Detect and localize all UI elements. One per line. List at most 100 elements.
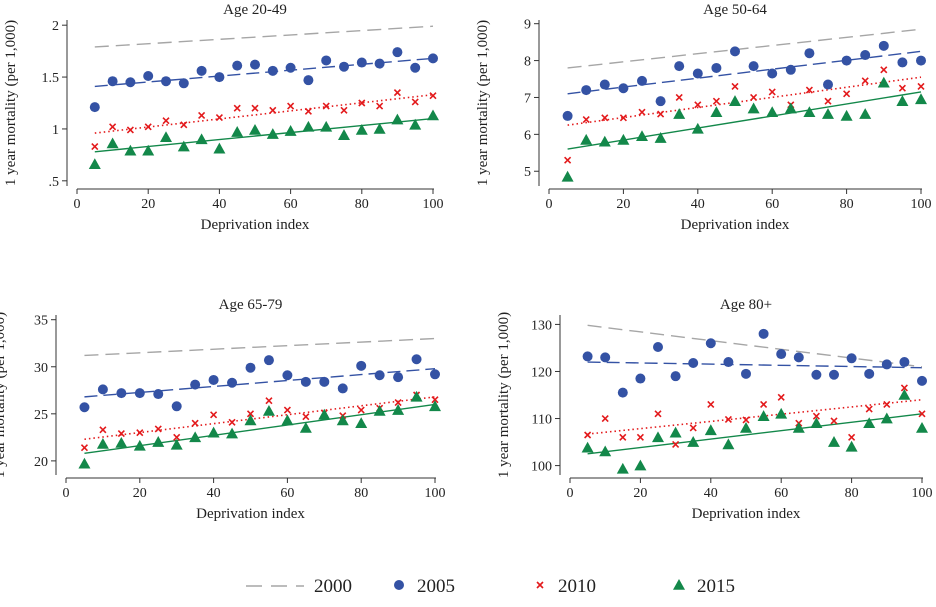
point-2010	[411, 98, 419, 106]
point-2015	[133, 439, 146, 451]
point-2005	[263, 355, 274, 366]
point-2010	[812, 412, 820, 420]
point-2015	[616, 462, 629, 474]
point-2005	[411, 354, 422, 365]
x-tick-label: 0	[74, 197, 81, 212]
point-2005	[339, 61, 349, 72]
point-2010	[917, 82, 925, 90]
x-axis-label: Deprivation index	[201, 217, 310, 233]
x-axis-label: Deprivation index	[196, 506, 305, 522]
point-2015	[160, 131, 172, 143]
point-2010	[638, 108, 646, 116]
point-2010	[564, 156, 572, 164]
point-2005	[107, 76, 118, 87]
point-2010	[358, 99, 366, 107]
point-2010	[750, 93, 758, 102]
point-2010	[173, 433, 181, 441]
point-2015	[896, 95, 909, 106]
point-2015	[859, 108, 872, 119]
point-2010	[777, 393, 785, 401]
point-2010	[376, 102, 384, 110]
fit-line-2015	[94, 117, 434, 153]
point-2010	[918, 410, 926, 418]
point-2005	[232, 60, 243, 71]
point-2015	[691, 122, 704, 134]
point-2015	[338, 129, 350, 140]
x-tick-label: 80	[845, 486, 859, 501]
point-2015	[318, 408, 331, 420]
point-2015	[392, 404, 405, 415]
point-2015	[427, 109, 439, 121]
point-2005	[878, 40, 889, 51]
point-2010	[287, 102, 295, 110]
point-2010	[251, 104, 259, 112]
fit-line-2005	[587, 361, 923, 369]
point-2010	[689, 424, 697, 432]
point-2005	[804, 48, 815, 59]
fit-line-2015	[587, 413, 923, 455]
point-2010	[215, 113, 223, 122]
point-2005	[741, 368, 751, 379]
point-2010	[80, 444, 89, 452]
point-2015	[729, 95, 741, 106]
x-tick-label: 0	[546, 197, 553, 212]
point-2005	[250, 59, 260, 70]
point-2015	[673, 108, 686, 119]
point-2015	[766, 106, 779, 118]
point-2010	[322, 102, 330, 110]
x-tick-label: 100	[911, 197, 932, 212]
point-2005	[881, 359, 892, 370]
point-2015	[792, 421, 805, 433]
point-2010	[117, 430, 125, 438]
x-tick-label: 0	[567, 486, 574, 501]
x-tick-label: 40	[212, 197, 226, 212]
fit-line-2000	[567, 28, 922, 69]
point-2005	[393, 372, 404, 383]
point-2005	[711, 62, 722, 73]
point-2010	[900, 384, 908, 392]
point-2005	[125, 77, 136, 88]
y-tick-label: 25	[34, 408, 48, 423]
point-2015	[355, 417, 368, 429]
legend-swatch-2005	[394, 580, 404, 590]
point-2010	[861, 77, 869, 85]
point-2005	[410, 62, 421, 73]
point-2015	[561, 170, 574, 182]
point-2010	[136, 429, 144, 437]
fit-line-2010	[587, 398, 923, 435]
point-2005	[776, 349, 787, 360]
point-2005	[196, 65, 207, 76]
point-2015	[740, 421, 752, 433]
x-tick-label: 40	[207, 486, 221, 501]
y-axis-label: 1 year mortality (per 1,000)	[3, 20, 19, 186]
point-2015	[863, 417, 876, 429]
x-tick-label: 20	[133, 486, 147, 501]
point-2005	[916, 55, 926, 66]
point-2010	[619, 114, 627, 122]
x-tick-label: 40	[691, 197, 705, 212]
point-2015	[207, 426, 220, 438]
point-2015	[877, 76, 890, 88]
point-2015	[249, 123, 261, 135]
point-2010	[830, 417, 838, 425]
point-2005	[562, 110, 573, 121]
y-axis-label: 1 year mortality (per 1,000)	[496, 312, 512, 478]
point-2010	[210, 411, 218, 419]
point-2005	[267, 65, 278, 76]
point-2010	[180, 121, 188, 129]
point-2005	[282, 370, 293, 381]
x-tick-label: 100	[425, 486, 446, 501]
point-2015	[722, 438, 735, 450]
point-2015	[391, 113, 404, 125]
point-2010	[233, 104, 241, 112]
point-2005	[823, 79, 833, 90]
point-2005	[688, 358, 699, 368]
point-2015	[262, 405, 275, 416]
point-2005	[356, 57, 367, 68]
point-2015	[302, 120, 315, 132]
point-2015	[898, 389, 911, 400]
point-2010	[657, 110, 665, 118]
panel-title: Age 50-64	[703, 2, 767, 18]
point-2015	[784, 102, 797, 114]
fit-line-2010	[567, 76, 922, 126]
